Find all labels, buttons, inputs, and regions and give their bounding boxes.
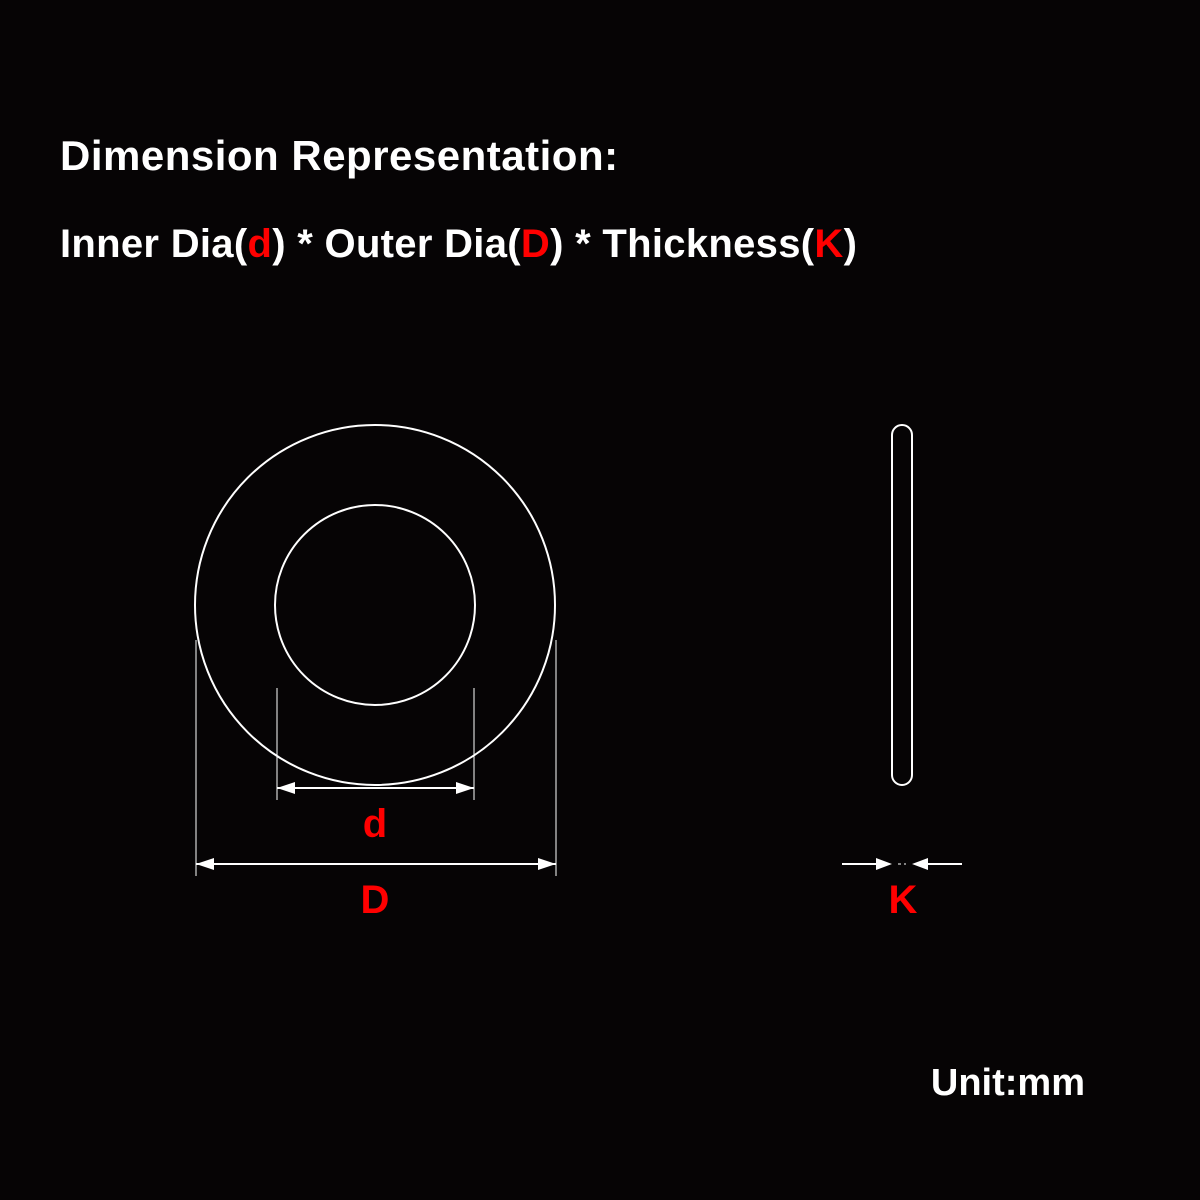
label-d: d — [350, 802, 400, 847]
unit-text: Unit:mm — [931, 1062, 1085, 1105]
label-K: K — [878, 878, 928, 923]
label-D: D — [350, 878, 400, 923]
arrow-d-right — [456, 782, 474, 794]
arrow-D-left — [196, 858, 214, 870]
arrow-K-right — [912, 858, 928, 870]
washer-diagram-svg — [0, 0, 1200, 1200]
outer-circle — [195, 425, 555, 785]
inner-circle — [275, 505, 475, 705]
arrow-K-left — [876, 858, 892, 870]
side-view-outline — [892, 425, 912, 785]
diagram-canvas: Dimension Representation: Inner Dia(d) *… — [0, 0, 1200, 1200]
arrow-D-right — [538, 858, 556, 870]
arrow-d-left — [277, 782, 295, 794]
